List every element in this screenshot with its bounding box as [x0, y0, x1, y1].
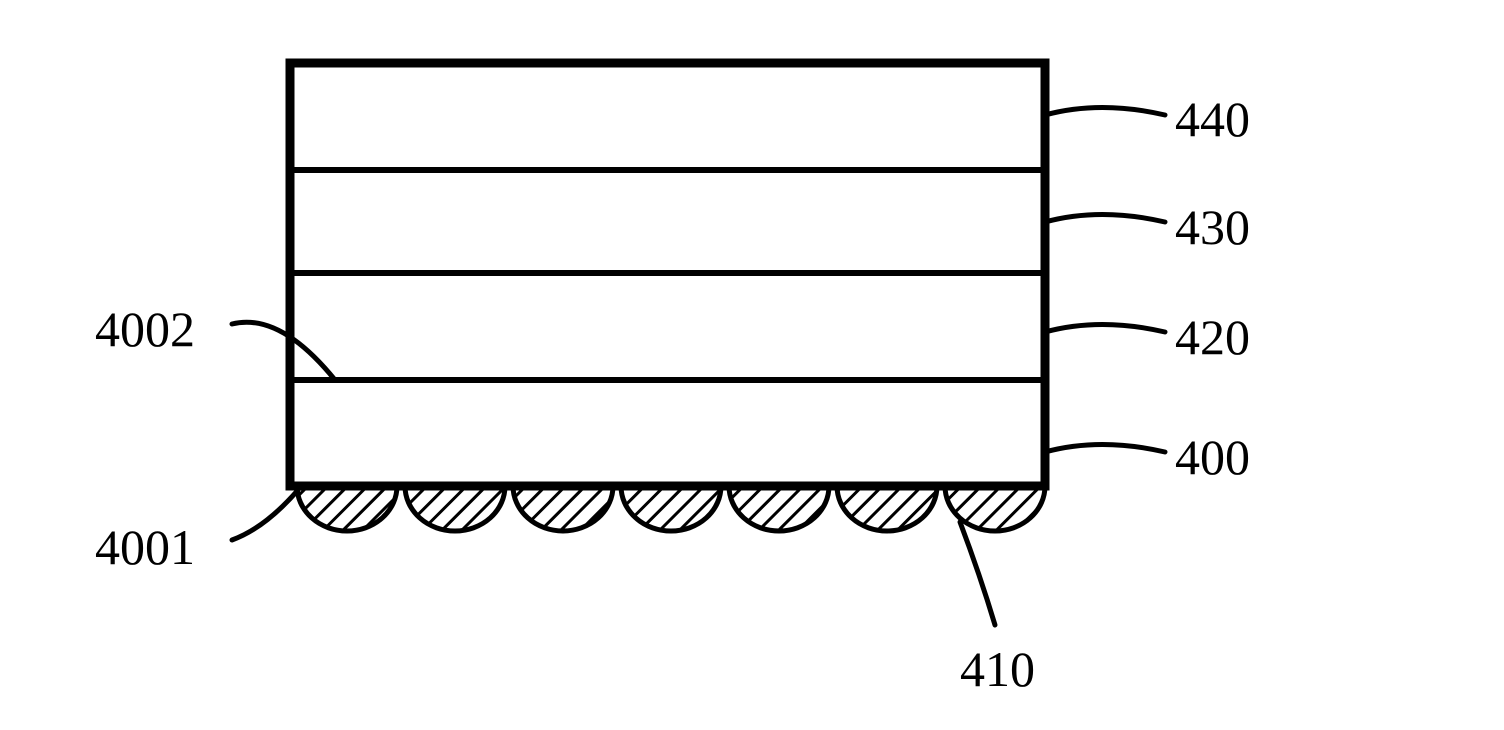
label-410: 410 — [960, 640, 1035, 698]
label-420: 420 — [1175, 308, 1250, 366]
label-4002: 4002 — [95, 300, 195, 358]
label-430: 430 — [1175, 198, 1250, 256]
label-440: 440 — [1175, 90, 1250, 148]
label-400: 400 — [1175, 428, 1250, 486]
label-4001: 4001 — [95, 518, 195, 576]
